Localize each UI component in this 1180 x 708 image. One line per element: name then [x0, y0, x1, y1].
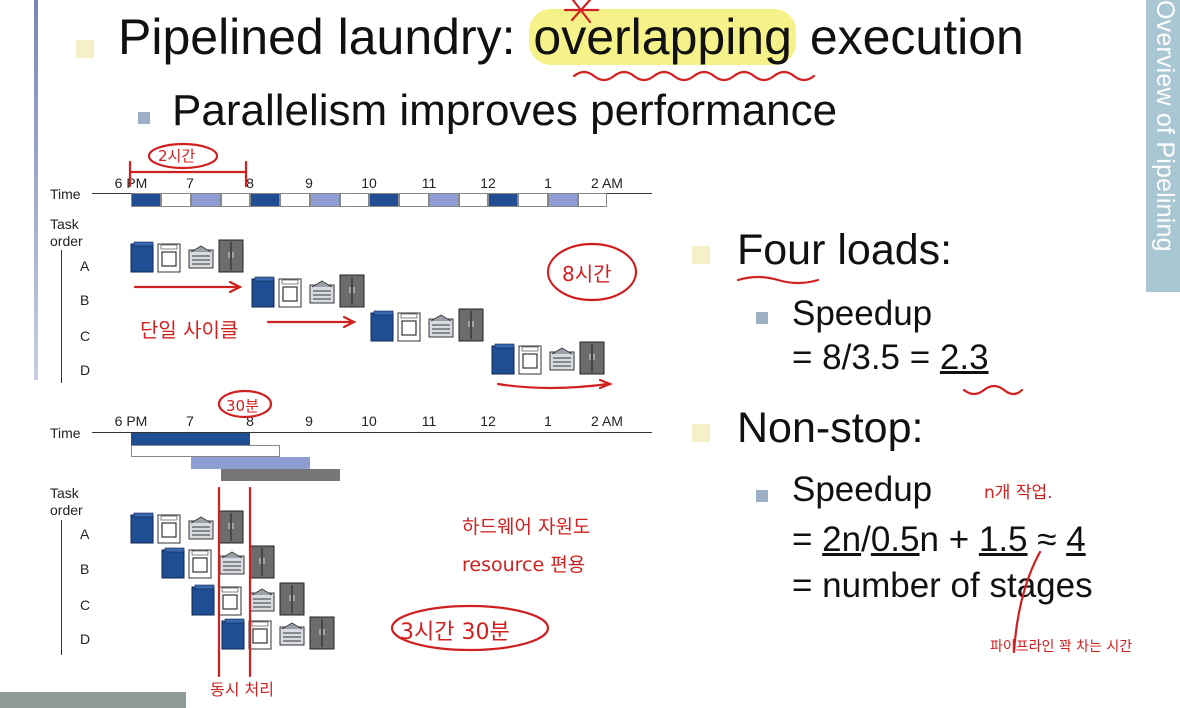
- time-label-top: Time: [50, 186, 81, 202]
- eq-2n: 2n: [822, 520, 862, 559]
- sub-bullet-square: [756, 312, 768, 324]
- non-stop-heading: Non-stop:: [737, 404, 924, 452]
- time-cell: [369, 193, 399, 207]
- time-cell: [548, 193, 578, 207]
- annotation-pipeline-full: 파이프라인 꽉 차는 시간: [990, 639, 1133, 655]
- time-label-bottom: Time: [50, 425, 81, 441]
- annotation-thirty-min: 30분: [226, 397, 259, 415]
- eq-slash: /: [861, 520, 871, 559]
- bottom-footer-bar: [0, 692, 186, 708]
- section-side-tab: Overview of Pipelining: [1146, 0, 1180, 292]
- tick-label: 1: [544, 413, 552, 429]
- eq-part: =: [792, 520, 823, 559]
- annotation-n-tasks: n개 작업.: [984, 483, 1053, 503]
- time-cell: [280, 193, 310, 207]
- annotation-eight-hours: 8시간: [562, 262, 612, 286]
- pipeline-bar: [131, 433, 250, 445]
- speedup-eq-prefix: = 8/3.5 =: [792, 338, 940, 377]
- tick-label: 7: [186, 413, 194, 429]
- task-label-d: D: [80, 631, 91, 647]
- speedup-equation-2: = 2n/0.5n + 1.5 ≈ 4: [792, 520, 1086, 559]
- time-cell: [161, 193, 191, 207]
- eq-1-5: 1.5: [978, 520, 1028, 559]
- task-axis-top: [61, 250, 62, 383]
- left-accent-bar: [34, 0, 38, 380]
- speedup-equation: = 8/3.5 = 2.3: [792, 338, 989, 377]
- time-cell: [518, 193, 548, 207]
- tick-label: 6 PM: [114, 413, 148, 429]
- bullet-square: [76, 40, 94, 58]
- time-cell: [250, 193, 280, 207]
- number-of-stages: = number of stages: [792, 566, 1093, 605]
- task-order-label: Task: [50, 485, 79, 501]
- title-prefix: Pipelined laundry:: [118, 9, 530, 65]
- time-cell: [459, 193, 488, 207]
- side-tab-label: Overview of Pipelining: [1151, 0, 1179, 252]
- tick-label: 9: [305, 413, 313, 429]
- annotation-three-half-hours: 3시간 30분: [400, 620, 510, 645]
- tick-label: 2 AM: [591, 413, 623, 429]
- task-order-label: order: [50, 502, 83, 518]
- tick-label: 12: [480, 413, 496, 429]
- annotation-concurrent: 동시 처리: [210, 680, 274, 699]
- time-cell: [191, 193, 221, 207]
- tick-label: 7: [186, 175, 194, 191]
- sub-bullet-square: [756, 490, 768, 502]
- speedup-value: 2.3: [939, 338, 989, 377]
- annotation-single-cycle: 단일 사이클: [140, 318, 239, 342]
- tick-label: 12: [480, 175, 496, 191]
- tick-label: 10: [361, 413, 377, 429]
- task-label-d: D: [80, 362, 91, 378]
- tick-label: 8: [246, 413, 254, 429]
- slide-subtitle: Parallelism improves performance: [172, 86, 838, 135]
- time-cell: [399, 193, 429, 207]
- pipeline-bar: [191, 457, 310, 469]
- time-cell: [131, 193, 161, 207]
- bullet-square: [692, 246, 710, 264]
- eq-4: 4: [1066, 520, 1086, 559]
- task-label-b: B: [80, 561, 90, 577]
- title-suffix: execution: [795, 9, 1024, 65]
- time-axis-bottom: [92, 432, 652, 433]
- tick-label: 11: [421, 175, 437, 191]
- time-cell: [310, 193, 340, 207]
- pipeline-bar: [131, 445, 280, 457]
- tick-label: 10: [361, 175, 377, 191]
- sub-bullet-square: [138, 112, 150, 124]
- eq-approx: ≈: [1027, 520, 1067, 559]
- annotation-resource: resource 편용: [462, 554, 586, 576]
- task-order-label: order: [50, 233, 83, 249]
- time-cell: [578, 193, 607, 207]
- eq-n-plus: n +: [919, 520, 979, 559]
- task-axis-bottom: [61, 520, 62, 655]
- tick-label: 9: [305, 175, 313, 191]
- task-label-a: A: [80, 258, 90, 274]
- annotation-one-resource: 하드웨어 자원도: [462, 516, 591, 538]
- speedup-label: Speedup: [792, 294, 933, 333]
- pipeline-bar: [221, 469, 340, 481]
- time-cell: [340, 193, 369, 207]
- task-label-a: A: [80, 526, 90, 542]
- time-cell: [488, 193, 518, 207]
- task-label-b: B: [80, 292, 90, 308]
- tick-label: 8: [246, 175, 254, 191]
- speedup-label-2: Speedup: [792, 470, 933, 509]
- tick-label: 1: [544, 175, 552, 191]
- tick-label: 2 AM: [591, 175, 623, 191]
- four-loads-heading: Four loads:: [737, 226, 953, 274]
- annotation-two-hours: 2시간: [158, 147, 196, 165]
- task-order-label: Task: [50, 216, 79, 232]
- eq-0-5: 0.5: [870, 520, 920, 559]
- time-cell: [221, 193, 250, 207]
- task-label-c: C: [80, 328, 91, 344]
- time-cell: [429, 193, 459, 207]
- tick-label: 11: [421, 413, 437, 429]
- bullet-square: [692, 424, 710, 442]
- task-label-c: C: [80, 597, 91, 613]
